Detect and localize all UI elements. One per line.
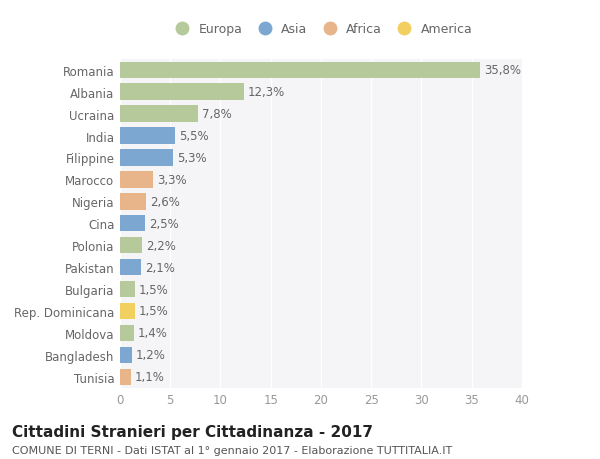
- Bar: [120, 259, 141, 276]
- Bar: [120, 237, 142, 254]
- Text: 1,4%: 1,4%: [138, 327, 168, 340]
- Bar: [120, 369, 131, 385]
- Bar: [120, 325, 134, 341]
- Text: 5,5%: 5,5%: [179, 130, 209, 143]
- Bar: [120, 281, 135, 297]
- Text: 35,8%: 35,8%: [484, 64, 521, 77]
- Bar: [120, 194, 146, 210]
- Bar: [120, 303, 135, 319]
- Text: 1,2%: 1,2%: [136, 348, 166, 362]
- Bar: [120, 62, 480, 79]
- Bar: [120, 172, 153, 188]
- Text: COMUNE DI TERNI - Dati ISTAT al 1° gennaio 2017 - Elaborazione TUTTITALIA.IT: COMUNE DI TERNI - Dati ISTAT al 1° genna…: [12, 445, 452, 455]
- Text: 2,1%: 2,1%: [145, 261, 175, 274]
- Text: 2,2%: 2,2%: [146, 239, 176, 252]
- Text: 7,8%: 7,8%: [202, 108, 232, 121]
- Bar: [120, 128, 175, 145]
- Bar: [120, 84, 244, 101]
- Text: 5,3%: 5,3%: [177, 151, 207, 165]
- Text: 2,6%: 2,6%: [150, 196, 180, 208]
- Text: 2,5%: 2,5%: [149, 217, 179, 230]
- Legend: Europa, Asia, Africa, America: Europa, Asia, Africa, America: [170, 23, 472, 36]
- Text: 1,5%: 1,5%: [139, 283, 169, 296]
- Bar: [120, 150, 173, 166]
- Bar: [120, 216, 145, 232]
- Text: 3,3%: 3,3%: [157, 174, 187, 186]
- Text: Cittadini Stranieri per Cittadinanza - 2017: Cittadini Stranieri per Cittadinanza - 2…: [12, 425, 373, 440]
- Text: 1,5%: 1,5%: [139, 305, 169, 318]
- Bar: [120, 106, 199, 123]
- Text: 12,3%: 12,3%: [248, 86, 285, 99]
- Text: 1,1%: 1,1%: [135, 370, 165, 383]
- Bar: [120, 347, 132, 363]
